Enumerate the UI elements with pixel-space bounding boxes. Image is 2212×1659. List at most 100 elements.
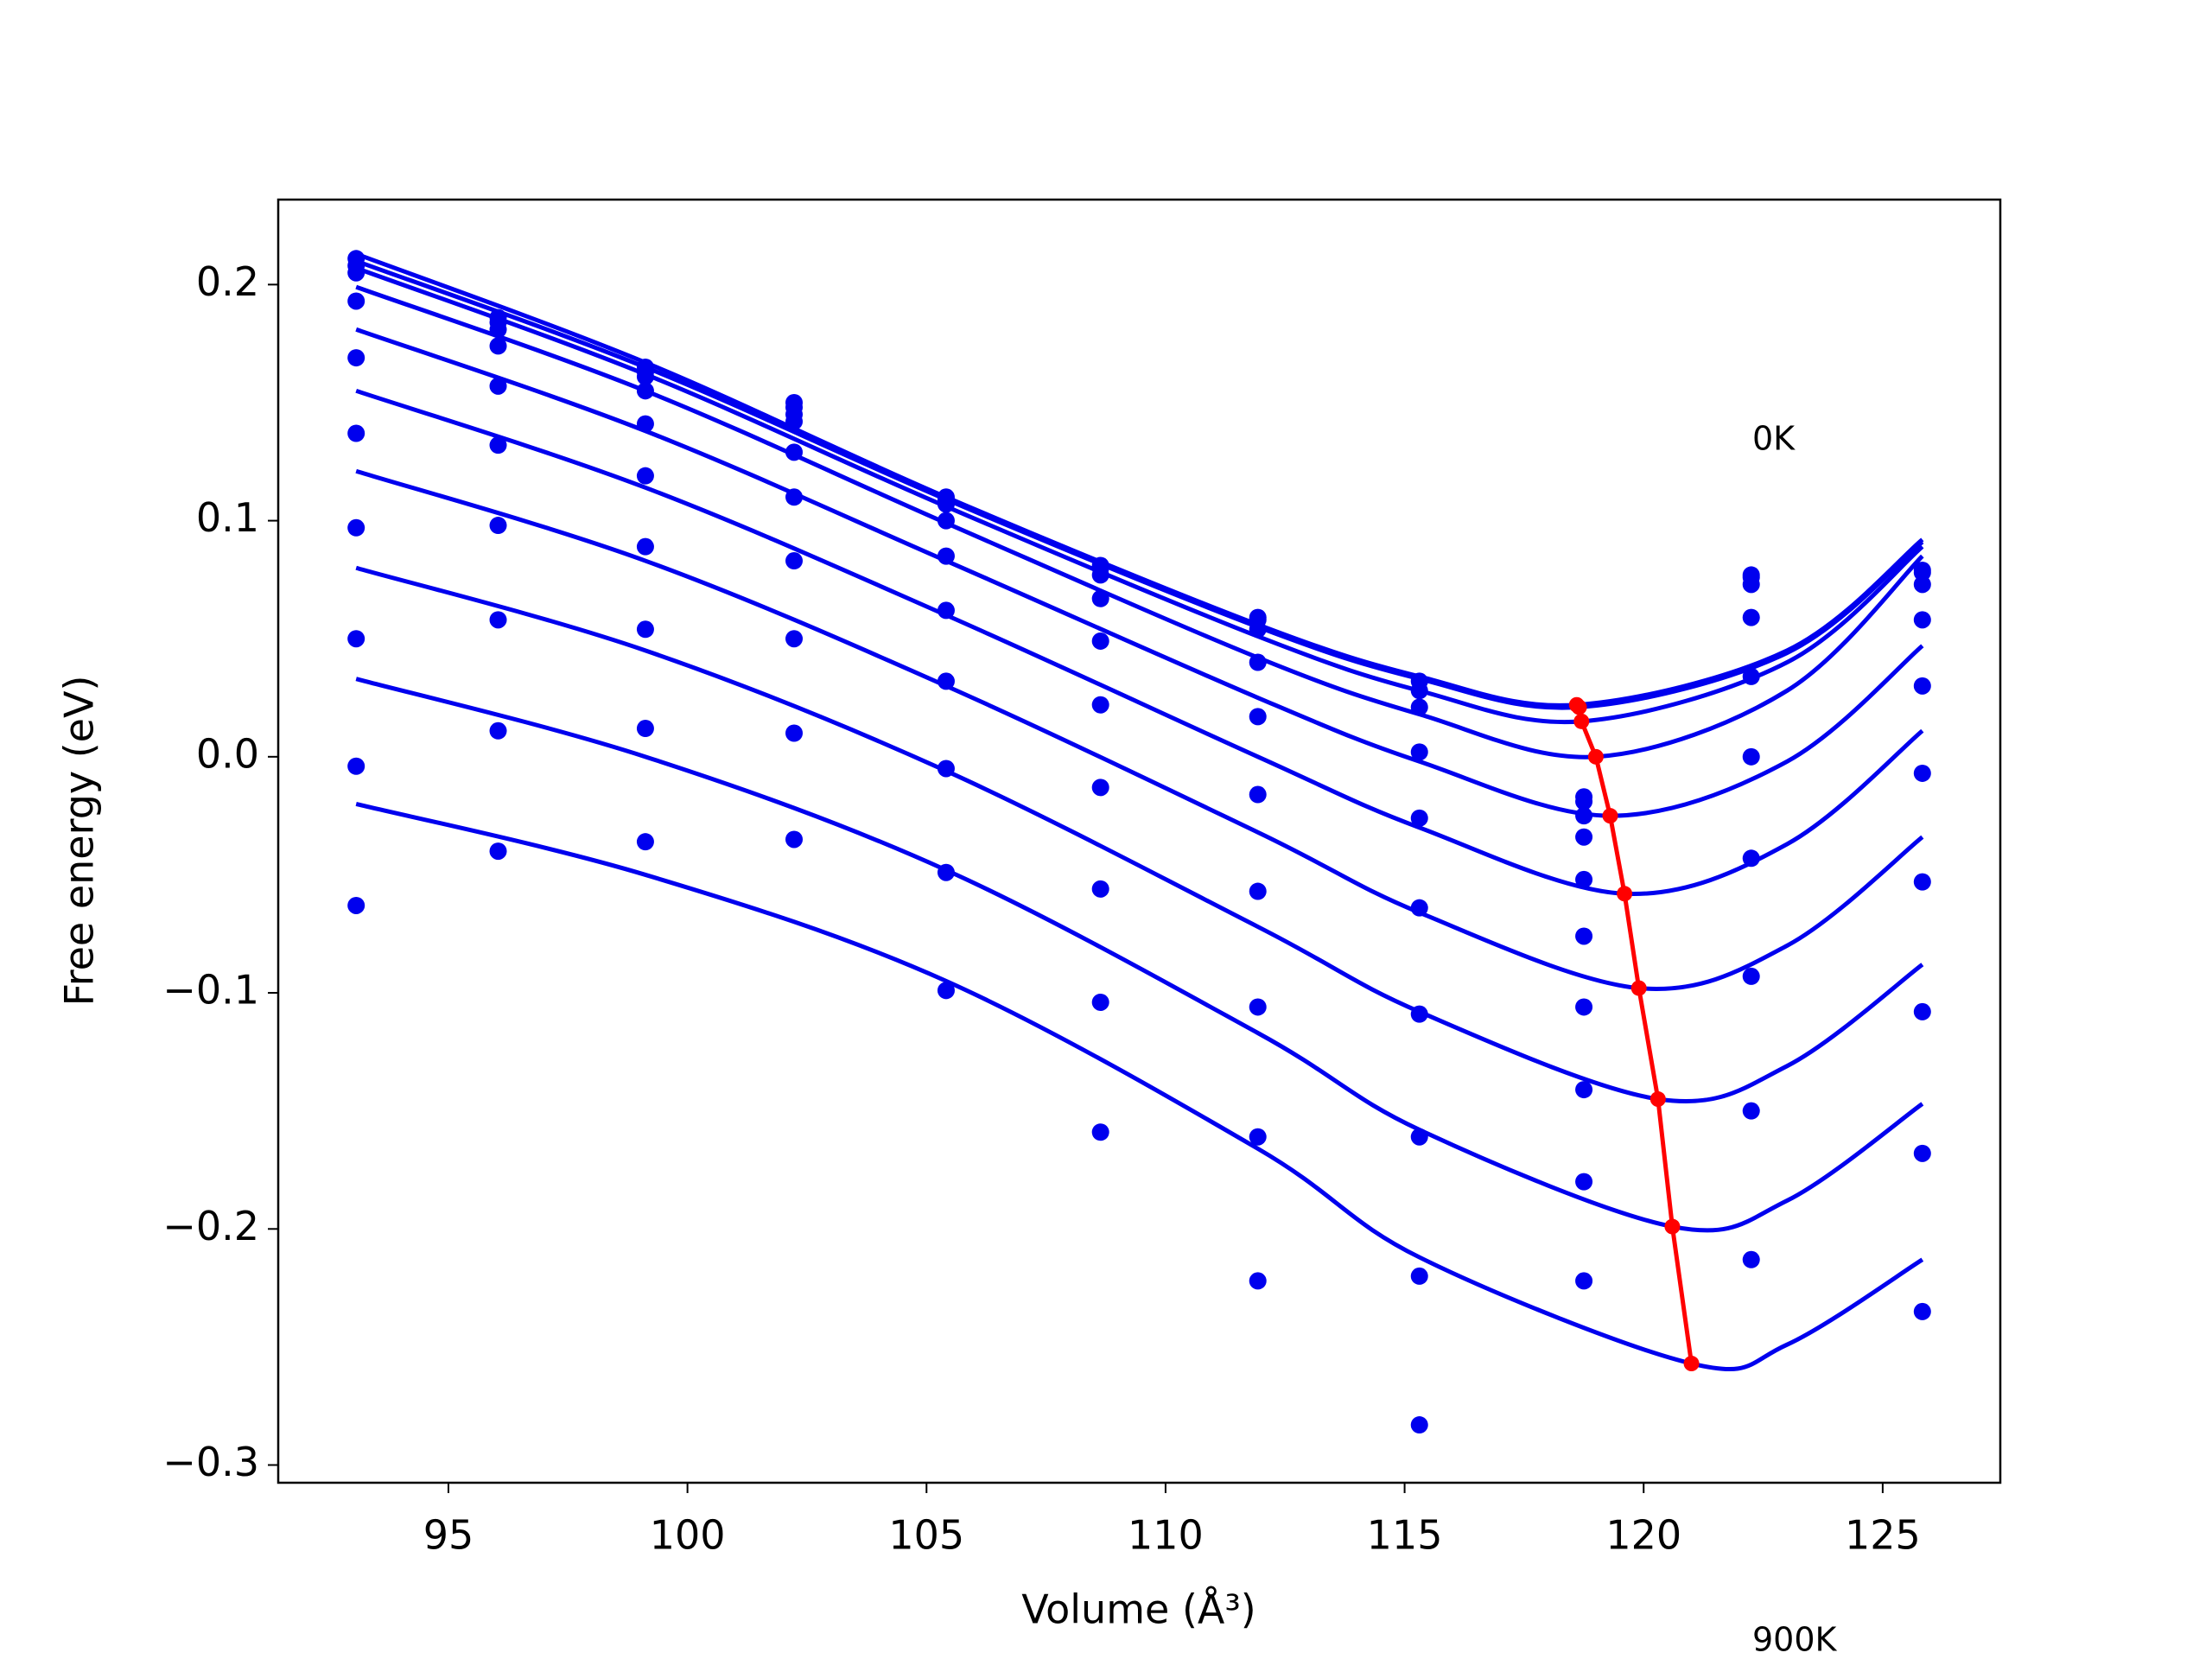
data-point (1913, 764, 1931, 782)
data-point (785, 488, 804, 506)
data-point (1091, 696, 1109, 714)
data-point (1249, 708, 1267, 726)
data-point (937, 982, 955, 1000)
data-point (347, 518, 365, 537)
data-point (1575, 1173, 1593, 1191)
data-point (636, 620, 654, 639)
data-point (1249, 1272, 1267, 1290)
data-point (1091, 566, 1109, 584)
data-point (636, 367, 654, 385)
data-point (489, 321, 507, 339)
y-tick-label: 0.2 (196, 258, 259, 305)
data-point (1913, 1002, 1931, 1020)
data-point (785, 412, 804, 430)
data-point (347, 630, 365, 648)
y-axis-label: Free energy (eV) (56, 676, 103, 1007)
data-point (1742, 849, 1760, 868)
data-point (1742, 667, 1760, 685)
data-point (1575, 1081, 1593, 1099)
data-point (636, 467, 654, 485)
x-tick-label: 95 (423, 1512, 474, 1559)
data-point (489, 842, 507, 861)
data-point (1091, 993, 1109, 1011)
data-point (937, 547, 955, 565)
data-point (1913, 611, 1931, 629)
data-point (1249, 620, 1267, 639)
data-point (1410, 1267, 1428, 1285)
y-tick-label: 0.1 (196, 494, 259, 541)
x-tick-label: 125 (1845, 1512, 1921, 1559)
data-point (636, 415, 654, 433)
data-point (1410, 899, 1428, 917)
data-point (489, 611, 507, 629)
fit-line (355, 265, 1924, 725)
x-tick-label: 120 (1605, 1512, 1681, 1559)
data-point (1913, 563, 1931, 582)
data-point (1410, 1005, 1428, 1023)
data-point (1913, 1302, 1931, 1320)
data-point (1091, 1123, 1109, 1141)
minimum-point (1587, 748, 1604, 765)
data-point (1742, 608, 1760, 626)
fit-line (355, 327, 1924, 818)
data-point (489, 436, 507, 454)
data-point (1742, 1250, 1760, 1268)
minimum-point (1664, 1218, 1681, 1235)
data-point (489, 337, 507, 355)
data-point (347, 757, 365, 775)
data-point (1742, 575, 1760, 594)
data-point (1091, 589, 1109, 607)
minimum-point (1573, 713, 1590, 729)
data-point (489, 377, 507, 395)
data-point (1091, 779, 1109, 797)
data-point (347, 424, 365, 442)
data-point (636, 720, 654, 738)
x-axis-label: Volume (Å³) (1021, 1586, 1256, 1633)
data-point (937, 863, 955, 881)
x-tick-label: 105 (888, 1512, 964, 1559)
fit-line (355, 802, 1924, 1372)
data-point (937, 672, 955, 690)
y-tick-label: 0.0 (196, 730, 259, 777)
data-point (1249, 653, 1267, 671)
data-point (1575, 828, 1593, 846)
x-tick-label: 115 (1367, 1512, 1443, 1559)
data-point (636, 382, 654, 400)
data-point (347, 349, 365, 367)
data-point (1913, 873, 1931, 891)
annotation: 900K (1752, 1621, 1838, 1659)
data-point (1410, 1416, 1428, 1434)
data-point (785, 830, 804, 849)
data-point (1410, 682, 1428, 700)
data-point (1249, 998, 1267, 1016)
x-tick-label: 100 (650, 1512, 726, 1559)
annotation: 0K (1752, 420, 1796, 458)
data-point (937, 760, 955, 778)
data-point (347, 292, 365, 310)
data-point (1410, 743, 1428, 761)
fit-line (355, 251, 1924, 708)
data-point (1575, 807, 1593, 825)
data-point (1575, 870, 1593, 888)
y-tick-label: −0.2 (162, 1203, 259, 1249)
minimum-point (1602, 808, 1618, 824)
minimum-point (1683, 1356, 1700, 1372)
fit-line (355, 565, 1924, 1104)
minimum-point (1617, 886, 1633, 902)
data-point (1575, 998, 1593, 1016)
data-point (1742, 1102, 1760, 1120)
data-point (1913, 575, 1931, 594)
minima-line (1575, 702, 1694, 1364)
plot-frame (276, 198, 2002, 1484)
data-point (1913, 1144, 1931, 1162)
data-point (1575, 927, 1593, 945)
data-point (636, 833, 654, 851)
fit-line (355, 468, 1924, 991)
data-point (1249, 882, 1267, 900)
data-point (1249, 785, 1267, 804)
data-point (347, 264, 365, 282)
data-point (1249, 1128, 1267, 1146)
data-point (489, 721, 507, 740)
